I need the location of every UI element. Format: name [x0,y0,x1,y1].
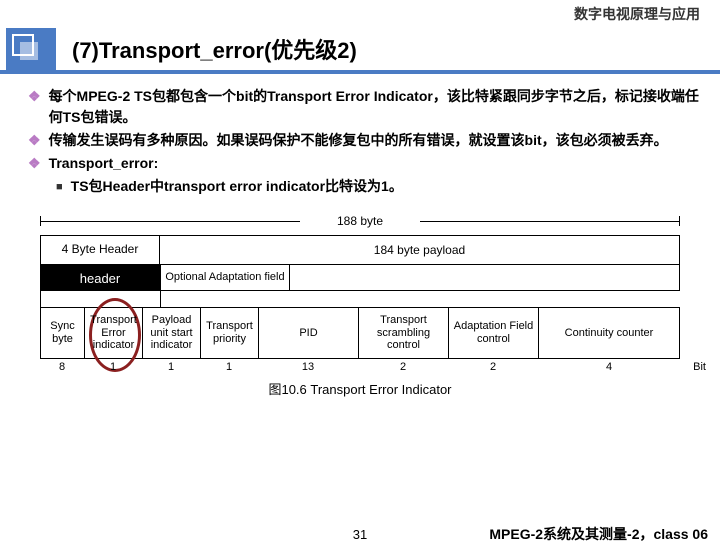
diamond-icon: ❖ [28,153,41,174]
bullet-2: ❖ 传输发生误码有多种原因。如果误码保护不能修复包中的所有错误，就设置该bit，… [28,130,700,151]
bits-tp: 1 [200,361,258,373]
footer-course-label: MPEG-2系统及其测量-2，class 06 [489,524,708,544]
payload-184-box: 184 byte payload [160,235,680,265]
title-bar: (7)Transport_error(优先级2) [0,28,720,70]
field-payload-unit-start: Payload unit start indicator [143,308,201,358]
total-bytes-label: 188 byte [337,214,383,228]
bits-cc: 4 [538,361,680,373]
content-area: ❖ 每个MPEG-2 TS包都包含一个bit的Transport Error I… [0,74,720,197]
field-scrambling-control: Transport scrambling control [359,308,449,358]
field-continuity-counter: Continuity counter [539,308,679,358]
bit-unit-label: Bit [693,361,706,373]
field-adaptation-control: Adaptation Field control [449,308,539,358]
page-number: 31 [353,527,367,542]
diamond-icon: ❖ [28,86,41,128]
field-transport-error-indicator: Transport Error indicator [85,308,143,358]
slide-title: (7)Transport_error(优先级2) [72,33,357,65]
bits-tei: 1 [84,361,142,373]
square-icon: ■ [56,176,63,197]
adaptation-field-box: Optional Adaptation field [160,265,290,291]
bullet-1: ❖ 每个MPEG-2 TS包都包含一个bit的Transport Error I… [28,86,700,128]
packet-diagram: 188 byte 4 Byte Header 184 byte payload … [20,207,700,398]
bullet-3: ❖ Transport_error: [28,153,700,174]
title-icon [6,28,56,70]
bits-sync: 8 [40,361,84,373]
bullet-2-text: 传输发生误码有多种原因。如果误码保护不能修复包中的所有错误，就设置该bit，该包… [49,130,700,151]
bits-pid: 13 [258,361,358,373]
bits-pusi: 1 [142,361,200,373]
diamond-icon: ❖ [28,130,41,151]
bits-afc: 2 [448,361,538,373]
bits-tsc: 2 [358,361,448,373]
course-header: 数字电视原理与应用 [0,0,720,24]
field-transport-priority: Transport priority [201,308,259,358]
sub-bullet-text: TS包Header中transport error indicator比特设为1… [71,176,403,197]
payload-rest-box [290,265,680,291]
header-black-box: header [40,265,160,291]
bullet-3-text: Transport_error: [49,153,700,174]
bullet-1-text: 每个MPEG-2 TS包都包含一个bit的Transport Error Ind… [49,86,700,128]
bit-count-row: 8 1 1 1 13 2 2 4 Bit [40,361,680,373]
figure-caption: 图10.6 Transport Error Indicator [20,379,700,398]
sub-bullet: ■ TS包Header中transport error indicator比特设… [56,176,700,197]
field-pid: PID [259,308,359,358]
bitfield-row: Sync byte Transport Error indicator Payl… [40,307,680,359]
header-4byte-box: 4 Byte Header [40,235,160,265]
field-sync-byte: Sync byte [41,308,85,358]
